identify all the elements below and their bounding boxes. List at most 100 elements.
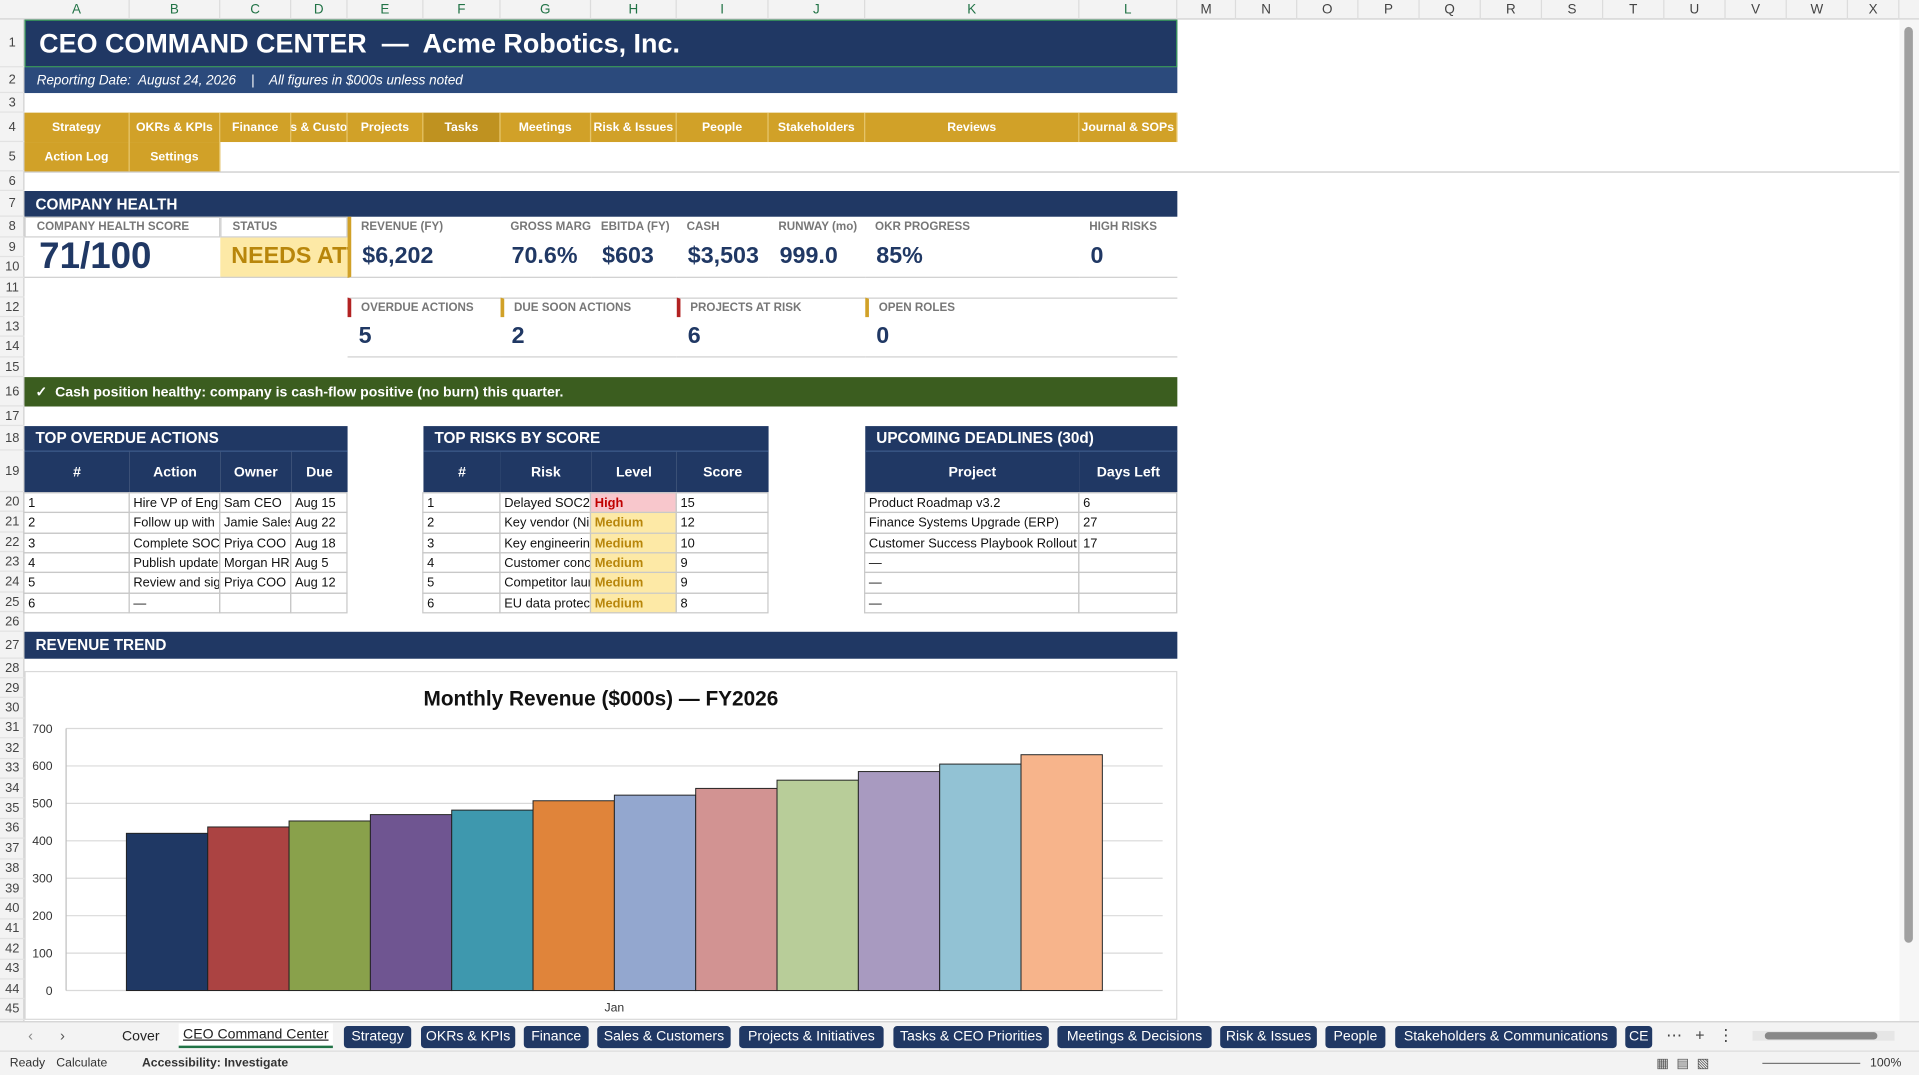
tab-arrow: ›	[59, 1027, 65, 1045]
column-header: Q	[1420, 0, 1481, 20]
nav-button[interactable]: Meetings	[500, 112, 592, 143]
kpi-value: $6,202	[347, 237, 501, 278]
column-header: H	[591, 0, 677, 20]
sheet-tab[interactable]: Stakeholders & Communications	[1395, 1026, 1617, 1049]
kpi-value: $603	[591, 238, 677, 278]
nav-button[interactable]: Strategy	[24, 112, 130, 143]
nav-button[interactable]: Journal & SOPs	[1079, 112, 1178, 143]
row-header: 5	[0, 142, 25, 172]
section-header: COMPANY HEALTH	[24, 191, 1178, 217]
sheet-tab[interactable]: Strategy	[343, 1026, 412, 1049]
status-bar	[0, 1050, 1919, 1075]
row-header: 33	[0, 759, 25, 779]
row-header: 12	[0, 298, 25, 318]
column-header: S	[1542, 0, 1604, 20]
column-header: A	[24, 0, 130, 20]
nav-button[interactable]: Action Log	[24, 142, 130, 172]
subtitle-bar: Reporting Date: August 24, 2026 | All fi…	[24, 67, 1178, 94]
nav-button[interactable]: People	[676, 112, 769, 143]
column-header: U	[1664, 0, 1726, 20]
sheet-tab[interactable]: CEO Command Center	[178, 1023, 333, 1049]
column-header: C	[220, 0, 292, 20]
row-header: 34	[0, 779, 25, 799]
kpi-label: CASH	[686, 220, 720, 234]
kpi-label: HIGH RISKS	[1089, 220, 1158, 234]
row-header: 28	[0, 659, 25, 679]
kpi-value: 6	[676, 317, 866, 358]
row-header: 10	[0, 257, 25, 278]
nav-button[interactable]: Reviews	[865, 112, 1080, 143]
row-header: 9	[0, 238, 25, 258]
sheet-tab[interactable]: Tasks & CEO Priorities	[893, 1026, 1049, 1049]
nav-button[interactable]: Risk & Issues	[591, 112, 677, 143]
row-header: 32	[0, 739, 25, 759]
row-header: 26	[0, 612, 25, 632]
column-header: X	[1848, 0, 1900, 20]
y-tick-label: 700	[32, 722, 53, 736]
table-cell: Priya COO	[219, 532, 292, 554]
sheet-tab[interactable]: CE	[1625, 1026, 1653, 1049]
row-header: 24	[0, 572, 25, 593]
column-header: F	[423, 0, 501, 20]
bar	[369, 814, 453, 992]
nav-button[interactable]: Settings	[129, 142, 221, 172]
table-header: Score	[676, 450, 769, 493]
y-tick-label: 600	[32, 759, 53, 773]
chart-title: Monthly Revenue ($000s) — FY2026	[424, 687, 779, 710]
row-header: 17	[0, 407, 25, 427]
row-header: 14	[0, 337, 25, 358]
row-header: 3	[0, 93, 25, 113]
row-header: 25	[0, 593, 25, 613]
y-tick-label: 400	[32, 834, 53, 848]
row-header: 45	[0, 1000, 25, 1020]
kpi-value: NEEDS ATT	[220, 237, 348, 278]
table-cell: Customer conce	[499, 552, 592, 574]
table-title: TOP OVERDUE ACTIONS	[24, 426, 348, 451]
sheet-tab[interactable]: People	[1325, 1026, 1386, 1049]
sheet-tab[interactable]: Finance	[523, 1026, 589, 1049]
bar	[695, 787, 778, 992]
freeze-line	[24, 171, 1900, 173]
column-header: M	[1177, 0, 1237, 20]
row-header: 36	[0, 819, 25, 839]
column-header: L	[1079, 0, 1178, 20]
status-text: 100%	[1870, 1056, 1902, 1071]
row-header: 39	[0, 879, 25, 900]
column-header: I	[677, 0, 769, 20]
column-header: G	[501, 0, 592, 20]
sheet-tab[interactable]: Cover	[121, 1029, 160, 1045]
row-header: 15	[0, 358, 25, 378]
status-text: Ready	[9, 1056, 46, 1071]
kpi-label: PROJECTS AT RISK	[676, 297, 866, 318]
nav-button[interactable]: Projects	[347, 112, 424, 143]
nav-button[interactable]: Stakeholders	[768, 112, 866, 143]
column-header: D	[291, 0, 348, 20]
table-header: #	[24, 450, 130, 493]
sheet-tab[interactable]: Risk & Issues	[1220, 1026, 1317, 1049]
bar	[207, 826, 290, 992]
nav-button[interactable]: s & Custo	[291, 112, 348, 143]
row-header: 35	[0, 799, 25, 819]
column-header: J	[769, 0, 866, 20]
row-header: 18	[0, 426, 25, 451]
sheet-tab[interactable]: Sales & Customers	[597, 1026, 731, 1049]
sheet-tab[interactable]: Projects & Initiatives	[739, 1026, 884, 1049]
row-header: 13	[0, 317, 25, 337]
column-header: N	[1236, 0, 1298, 20]
sheet-tab[interactable]: Meetings & Decisions	[1057, 1026, 1212, 1049]
y-tick-label: 200	[32, 909, 53, 923]
column-header: V	[1726, 0, 1787, 20]
table-cell	[1078, 592, 1178, 614]
sheet-tab[interactable]: OKRs & KPIs	[421, 1026, 516, 1049]
nav-button[interactable]: OKRs & KPIs	[129, 112, 221, 143]
row-header: 22	[0, 533, 25, 553]
table-header: Due	[291, 450, 348, 493]
bar	[613, 794, 697, 992]
row-header: 21	[0, 512, 25, 533]
table-header: Risk	[500, 450, 592, 493]
nav-button[interactable]: Tasks	[423, 112, 501, 143]
view-icons: ▦ ▤ ▧	[1656, 1056, 1710, 1072]
title-bar: CEO COMMAND CENTER — Acme Robotics, Inc.	[24, 19, 1178, 68]
nav-button[interactable]: Finance	[220, 112, 292, 143]
